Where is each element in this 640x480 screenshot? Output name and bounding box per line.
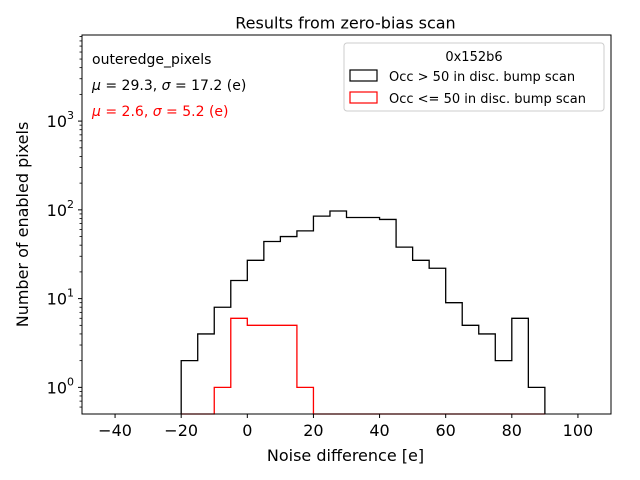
- y-tick-exponent: 0: [67, 375, 74, 388]
- y-tick-label: 103: [47, 109, 74, 131]
- x-tick-label: −40: [98, 421, 132, 440]
- y-tick-exponent: 3: [67, 109, 74, 122]
- chart-title: Results from zero-bias scan: [235, 14, 455, 33]
- legend-label-series-1: Occ > 50 in disc. bump scan: [389, 70, 575, 85]
- histogram-series-2: [181, 317, 545, 415]
- histogram-series-1: [180, 210, 546, 414]
- annotation-stats-2: μ = 2.6, σ = 5.2 (e): [91, 104, 228, 120]
- x-tick-label: −20: [164, 421, 198, 440]
- y-tick-base: 10: [47, 112, 67, 131]
- legend-swatch-series-1: [349, 69, 378, 82]
- annotation-stats-2-sigma: σ: [153, 104, 163, 120]
- y-tick-label: 102: [47, 198, 74, 220]
- x-tick-label: 60: [436, 421, 456, 440]
- legend: 0x152b6 Occ > 50 in disc. bump scan Occ …: [343, 42, 605, 112]
- y-tick-label: 101: [47, 287, 74, 309]
- plot-frame: [81, 34, 612, 415]
- x-axis-ticks: −40 −20 0 20 40 60 80 100: [98, 414, 593, 440]
- x-tick-label: 100: [563, 421, 594, 440]
- legend-swatch-series-2: [349, 91, 378, 104]
- annotation-name: outeredge_pixels: [92, 52, 211, 68]
- y-tick-base: 10: [47, 290, 67, 309]
- y-tick-exponent: 2: [67, 198, 74, 211]
- legend-label-series-2: Occ <= 50 in disc. bump scan: [389, 92, 586, 107]
- x-tick-label: 0: [242, 421, 252, 440]
- y-tick-base: 10: [47, 201, 67, 220]
- x-tick-label: 40: [369, 421, 389, 440]
- annotation-stats-1-sigma: σ: [162, 78, 172, 94]
- annotation-stats-1-tail: = 17.2 (e): [171, 78, 247, 94]
- annotation-stats-1-mu: μ: [91, 78, 101, 94]
- annotation-stats-2-tail: = 5.2 (e): [162, 104, 229, 120]
- annotation-stats-1-mid: = 29.3,: [101, 78, 162, 94]
- legend-title: 0x152b6: [445, 50, 502, 65]
- annotation-stats-2-mu: μ: [91, 104, 101, 120]
- y-tick-label: 100: [47, 375, 74, 397]
- y-axis-label: Number of enabled pixels: [13, 122, 32, 328]
- x-tick-label: 20: [303, 421, 323, 440]
- plot-area: [180, 210, 546, 415]
- legend-box: [343, 42, 605, 112]
- annotation-stats-2-mid: = 2.6,: [101, 104, 153, 120]
- y-tick-exponent: 1: [67, 287, 74, 300]
- y-tick-base: 10: [47, 378, 67, 397]
- annotation-stats-1: μ = 29.3, σ = 17.2 (e): [91, 78, 246, 94]
- x-axis-label: Noise difference [e]: [267, 446, 424, 465]
- x-tick-label: 80: [502, 421, 522, 440]
